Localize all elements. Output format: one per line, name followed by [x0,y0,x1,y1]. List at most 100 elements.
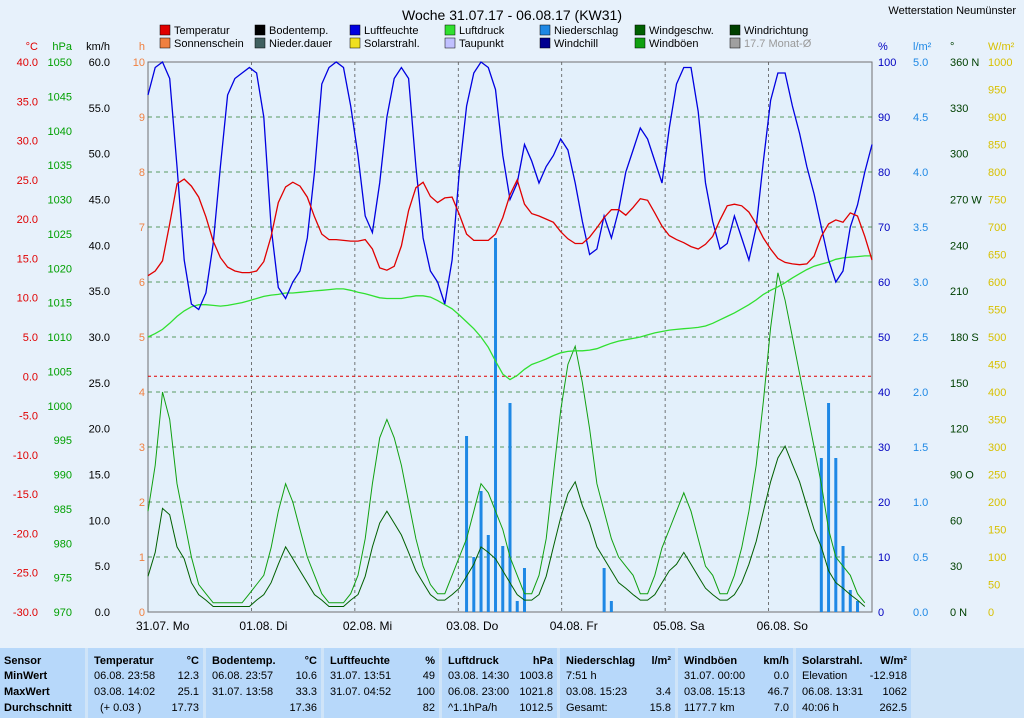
direction-axis-tick: 180 S [950,332,979,344]
gusts-max: 46.7 [767,686,789,698]
direction-axis-tick: 330 [950,103,968,115]
temp-axis-tick: -15.0 [13,489,38,501]
row-label-max: MaxWert [4,686,50,698]
precipitation-bar [848,590,852,612]
precipitation-bar [819,458,823,612]
pressure-axis-tick: 1015 [48,298,72,310]
temp-axis-tick: -30.0 [13,607,38,619]
precipitation-bar [609,601,613,612]
temp-axis-tick: 25.0 [17,175,38,187]
legend-swatch [539,37,551,49]
pressure-axis-tick: 1010 [48,332,72,344]
solar-axis-tick: 850 [988,140,1006,152]
direction-axis-tick: 210 [950,286,968,298]
rain-axis-tick: 4.0 [913,167,928,179]
wind-axis-tick: 10.0 [89,515,110,527]
temp-unit: °C [186,655,199,667]
soil-max: 33.3 [295,686,317,698]
solar-axis-tick: 200 [988,497,1006,509]
direction-axis-tick: 120 [950,424,968,436]
pressure-axis-tick: 1020 [48,263,72,275]
legend-swatch [159,24,171,36]
solar-axis-tick: 400 [988,387,1006,399]
legend-swatch [634,24,646,36]
pressure-axis-tick: 990 [54,470,72,482]
temp-axis-tick: -20.0 [13,528,38,540]
x-axis-label: 01.08. Di [239,619,287,633]
temp-axis-tick: 40.0 [17,57,38,69]
solar-axis-tick: 50 [988,580,1000,592]
rain-axis-tick: 1.0 [913,497,928,509]
legend-label: Windrichtung [744,25,808,37]
solar-axis-tick: 950 [988,85,1006,97]
gusts-max-time: 03.08. 15:13 [684,686,746,698]
rain-axis-tick: 1.5 [913,442,928,454]
rain-sum-label: Gesamt: [566,702,608,714]
wind-speed-line [147,444,866,607]
pressure-axis-tick: 1040 [48,126,72,138]
solar-axis-tick: 800 [988,167,1006,179]
pressure-axis-tick: 980 [54,538,72,550]
wind-axis-tick: 55.0 [89,103,110,115]
legend-swatch [349,37,361,49]
sun-axis-tick: 5 [139,332,145,344]
soil-avg: 17.36 [289,702,317,714]
sun-axis-tick: 10 [133,57,145,69]
soil-min: 10.6 [295,670,317,682]
rain-title: Niederschlag [566,655,636,667]
pressure-axis-tick: 985 [54,504,72,516]
precipitation-bar [479,491,483,612]
legend-swatch [254,37,266,49]
rain-axis-unit: l/m² [913,41,932,53]
wind-axis-tick: 45.0 [89,195,110,207]
temp-axis-tick: 10.0 [17,293,38,305]
summary-gusts: Windböen km/h 31.07. 00:00 0.0 03.08. 15:1… [678,648,793,718]
row-label-sensor: Sensor [4,655,42,667]
pressure-axis-tick: 1025 [48,229,72,241]
sun-axis-tick: 9 [139,112,145,124]
solar-axis-tick: 700 [988,222,1006,234]
humidity-axis-tick: 100 [878,57,896,69]
pressure-axis-tick: 1005 [48,366,72,378]
legend-swatch [444,37,456,49]
legend-label: Sonnenschein [174,38,244,50]
solar-elevation-label: Elevation [802,670,848,682]
precipitation-bar [515,601,519,612]
wind-axis-tick: 35.0 [89,286,110,298]
rain-axis-tick: 4.5 [913,112,928,124]
humidity-title: Luftfeuchte [330,655,390,667]
temp-max: 25.1 [177,686,199,698]
rain-axis-tick: 2.5 [913,332,928,344]
humidity-unit: % [425,655,435,667]
rain-max: 3.4 [655,686,671,698]
gusts-title: Windböen [684,655,738,667]
solar-axis-tick: 750 [988,195,1006,207]
wind-axis-tick: 25.0 [89,378,110,390]
legend-label: Bodentemp. [269,25,328,37]
solar-axis-tick: 250 [988,470,1006,482]
direction-axis-tick: 270 W [950,195,982,207]
sun-axis-tick: 3 [139,442,145,454]
solar-elevation: -12.918 [869,670,907,682]
legend-label: Windböen [649,38,699,50]
precipitation-bar [856,601,860,612]
row-label-avg: Durchschnitt [4,702,72,714]
humidity-axis-tick: 70 [878,222,890,234]
soil-unit: °C [304,655,317,667]
legend-label: Windchill [554,38,598,50]
precipitation-bar [841,546,845,612]
rain-axis-tick: 3.5 [913,222,928,234]
temp-axis-tick: 15.0 [17,253,38,265]
rain-axis-tick: 2.0 [913,387,928,399]
precipitation-bar [472,557,476,612]
wind-axis-unit: km/h [86,41,110,53]
legend-label: Windgeschw. [649,25,714,37]
summary-table: Sensor MinWert MaxWert Durchschnitt Temp… [0,648,1024,718]
legend-swatch [729,24,741,36]
rain-max-time: 03.08. 15:23 [566,686,628,698]
pressure-unit: hPa [532,655,553,667]
pressure-axis-tick: 995 [54,435,72,447]
sun-axis-tick: 4 [139,387,145,399]
solar-axis-tick: 100 [988,552,1006,564]
humidity-axis-tick: 10 [878,552,890,564]
